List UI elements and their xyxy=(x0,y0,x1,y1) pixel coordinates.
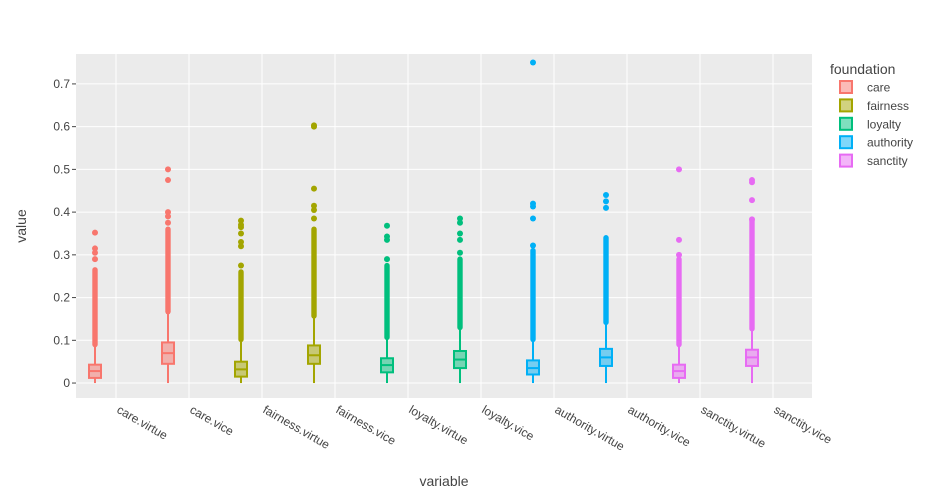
outlier-point xyxy=(92,245,98,252)
x-tick-label: authority.virtue xyxy=(553,402,628,453)
x-tick-label: fairness.virtue xyxy=(261,402,333,452)
y-tick-label: 0 xyxy=(63,376,70,390)
outlier-point xyxy=(311,202,317,209)
y-axis-title: value xyxy=(13,209,29,243)
outlier-point xyxy=(165,213,171,220)
legend-label: care xyxy=(867,81,891,95)
outlier-point xyxy=(311,122,317,129)
y-axis: 0 0.1 0.2 0.3 0.4 0.5 0.6 0.7 xyxy=(53,77,76,390)
outlier-point xyxy=(457,215,463,222)
outlier-point xyxy=(603,204,609,211)
outlier-point xyxy=(530,242,536,249)
legend-item-care[interactable]: care xyxy=(839,80,891,95)
outlier-point xyxy=(165,209,171,216)
x-tick-label: care.virtue xyxy=(115,402,171,442)
outlier-point xyxy=(384,222,390,229)
gridlines xyxy=(76,54,812,398)
outlier-point xyxy=(676,166,682,173)
legend-swatch xyxy=(839,80,853,94)
legend-item-authority[interactable]: authority xyxy=(839,135,913,150)
outlier-point xyxy=(165,177,171,184)
y-tick-label: 0.3 xyxy=(53,248,70,262)
x-tick-label: sanctity.virtue xyxy=(699,402,769,451)
y-tick-label: 0.7 xyxy=(53,77,70,91)
y-tick-label: 0.1 xyxy=(53,333,70,347)
box-sanctity-vice[interactable] xyxy=(745,177,759,384)
x-tick-label: loyalty.virtue xyxy=(407,402,471,447)
box-fairness-vice[interactable] xyxy=(307,122,321,384)
x-tick-label: loyalty.vice xyxy=(480,402,537,443)
legend-label: loyalty xyxy=(867,117,901,131)
legend-label: sanctity xyxy=(867,154,908,168)
outlier-point xyxy=(165,219,171,226)
box-fairness-virtue[interactable] xyxy=(234,217,248,384)
legend-swatch xyxy=(839,135,853,150)
outlier-point xyxy=(749,177,755,184)
outlier-point xyxy=(92,229,98,236)
outlier-point xyxy=(749,197,755,204)
legend-item-loyalty[interactable]: loyalty xyxy=(839,116,901,131)
x-tick-label: sanctity.vice xyxy=(772,402,835,447)
outlier-point xyxy=(92,249,98,256)
outlier-point xyxy=(238,217,244,224)
legend-swatch xyxy=(839,116,853,131)
x-tick-label: authority.vice xyxy=(626,402,694,449)
outlier-point xyxy=(238,262,244,269)
outlier-point xyxy=(384,233,390,240)
outlier-point xyxy=(530,200,536,207)
outlier-point xyxy=(457,249,463,256)
legend-label: fairness xyxy=(867,99,909,113)
y-tick-label: 0.4 xyxy=(53,205,70,219)
x-axis-title: variable xyxy=(419,473,468,489)
y-tick-label: 0.2 xyxy=(53,291,70,305)
boxes-layer xyxy=(88,59,759,384)
outlier-point xyxy=(676,236,682,243)
outlier-point xyxy=(457,230,463,237)
box-loyalty-virtue[interactable] xyxy=(380,222,394,384)
outlier-point xyxy=(676,251,682,258)
outlier-point xyxy=(238,243,244,250)
legend-swatch xyxy=(839,153,853,168)
box-care-vice[interactable] xyxy=(161,166,175,384)
outlier-point xyxy=(384,256,390,263)
outlier-point xyxy=(92,256,98,263)
legend-item-fairness[interactable]: fairness xyxy=(839,98,909,113)
outlier-point xyxy=(238,239,244,246)
y-tick-label: 0.5 xyxy=(53,162,70,176)
plot-background xyxy=(76,54,812,398)
x-axis: care.virtue care.vice fairness.virtue fairn… xyxy=(115,402,835,453)
x-tick-label: fairness.vice xyxy=(334,402,399,448)
outlier-point xyxy=(603,198,609,205)
outlier-point xyxy=(238,230,244,237)
legend-swatch xyxy=(839,98,853,113)
outlier-point xyxy=(603,192,609,199)
outlier-point xyxy=(457,219,463,226)
x-tick-label: care.vice xyxy=(188,402,237,438)
outlier-point xyxy=(238,221,244,228)
outlier-point xyxy=(749,216,755,223)
box-sanctity-virtue[interactable] xyxy=(672,166,686,384)
outlier-point xyxy=(530,59,536,66)
box-authority-virtue[interactable] xyxy=(526,59,540,384)
legend: foundation care fairness loyalty authority s… xyxy=(830,61,913,168)
outlier-point xyxy=(457,236,463,243)
legend-title: foundation xyxy=(830,61,895,77)
box-loyalty-vice[interactable] xyxy=(453,215,467,384)
legend-label: authority xyxy=(867,136,913,150)
outlier-point xyxy=(311,215,317,222)
box-authority-vice[interactable] xyxy=(599,192,613,384)
outlier-point xyxy=(165,166,171,173)
outlier-point xyxy=(530,215,536,222)
outlier-point xyxy=(311,185,317,192)
outlier-point xyxy=(311,206,317,213)
y-tick-label: 0.6 xyxy=(53,120,70,134)
box-care-virtue[interactable] xyxy=(88,229,102,384)
legend-item-sanctity[interactable]: sanctity xyxy=(839,153,908,168)
